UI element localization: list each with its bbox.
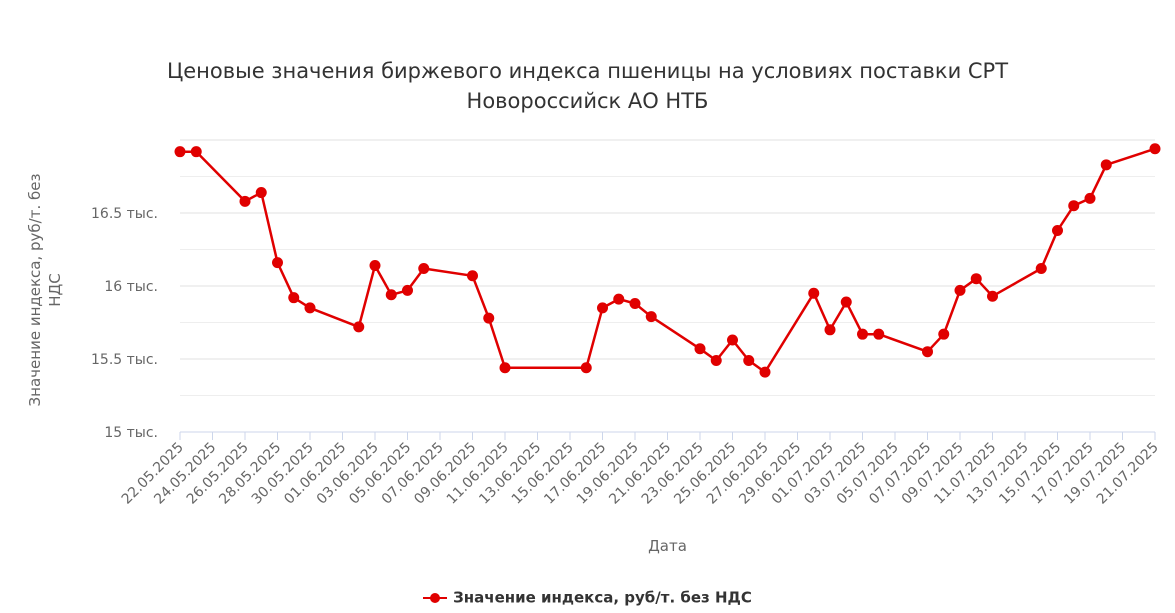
gridlines (180, 139, 1155, 433)
data-point[interactable] (369, 260, 381, 272)
data-point[interactable] (873, 328, 885, 340)
data-point[interactable] (629, 298, 641, 310)
legend[interactable]: Значение индекса, руб/т. без НДС (0, 588, 1175, 607)
series-line (180, 147, 1156, 374)
chart-title: Ценовые значения биржевого индекса пшени… (0, 56, 1175, 116)
data-point[interactable] (239, 195, 251, 207)
data-point[interactable] (710, 354, 722, 366)
data-point[interactable] (304, 302, 316, 314)
data-point[interactable] (402, 284, 413, 296)
data-point[interactable] (727, 334, 738, 346)
data-point[interactable] (1084, 192, 1096, 204)
data-point[interactable] (824, 324, 836, 336)
y-tick-label: 15.5 тыс. (91, 352, 158, 368)
data-point[interactable] (938, 328, 950, 340)
data-point[interactable] (987, 290, 998, 302)
y-tick-label: 16.5 тыс. (91, 206, 158, 222)
data-point[interactable] (1068, 200, 1080, 212)
data-point[interactable] (467, 270, 478, 282)
data-point[interactable] (580, 362, 592, 374)
y-tick-label: 16 тыс. (104, 279, 158, 295)
data-point[interactable] (857, 328, 868, 340)
data-point[interactable] (1035, 262, 1047, 274)
x-axis-title: Дата (648, 537, 687, 555)
data-point[interactable] (288, 292, 300, 304)
y-tick-label: 15 тыс. (104, 425, 158, 441)
data-point[interactable] (840, 296, 852, 308)
data-point[interactable] (613, 293, 625, 305)
data-point[interactable] (385, 289, 397, 301)
y-axis-title: Значение индекса, руб/т. без НДС (26, 174, 64, 407)
data-point[interactable] (645, 311, 657, 323)
data-point[interactable] (597, 302, 608, 314)
data-point[interactable] (255, 187, 267, 199)
y-axis-ticks: 15 тыс. 15.5 тыс. 16 тыс. 16.5 тыс. (91, 206, 158, 441)
data-point[interactable] (1052, 225, 1063, 237)
x-axis-tick-labels: 22.05.202524.05.202526.05.202528.05.2025… (119, 440, 1162, 508)
legend-label: Значение индекса, руб/т. без НДС (453, 588, 752, 607)
data-point[interactable] (954, 284, 966, 296)
data-point[interactable] (499, 362, 511, 374)
data-point[interactable] (970, 273, 982, 285)
data-point[interactable] (922, 346, 933, 358)
data-point[interactable] (353, 321, 365, 333)
legend-marker-icon (423, 592, 448, 604)
data-point[interactable] (759, 366, 771, 378)
data-point[interactable] (418, 262, 430, 274)
data-point[interactable] (272, 257, 283, 269)
data-point[interactable] (1149, 143, 1161, 155)
x-axis (179, 431, 1156, 440)
series-line-group (174, 143, 1161, 378)
chart-title-line: Новороссийск АО НТБ (466, 89, 709, 113)
data-point[interactable] (174, 146, 186, 158)
data-point[interactable] (483, 312, 495, 324)
data-point[interactable] (190, 146, 202, 158)
data-point[interactable] (808, 287, 820, 299)
data-point[interactable] (694, 343, 706, 355)
data-point[interactable] (743, 354, 755, 366)
data-point[interactable] (1100, 159, 1112, 171)
chart-title-line: Ценовые значения биржевого индекса пшени… (166, 59, 1009, 83)
